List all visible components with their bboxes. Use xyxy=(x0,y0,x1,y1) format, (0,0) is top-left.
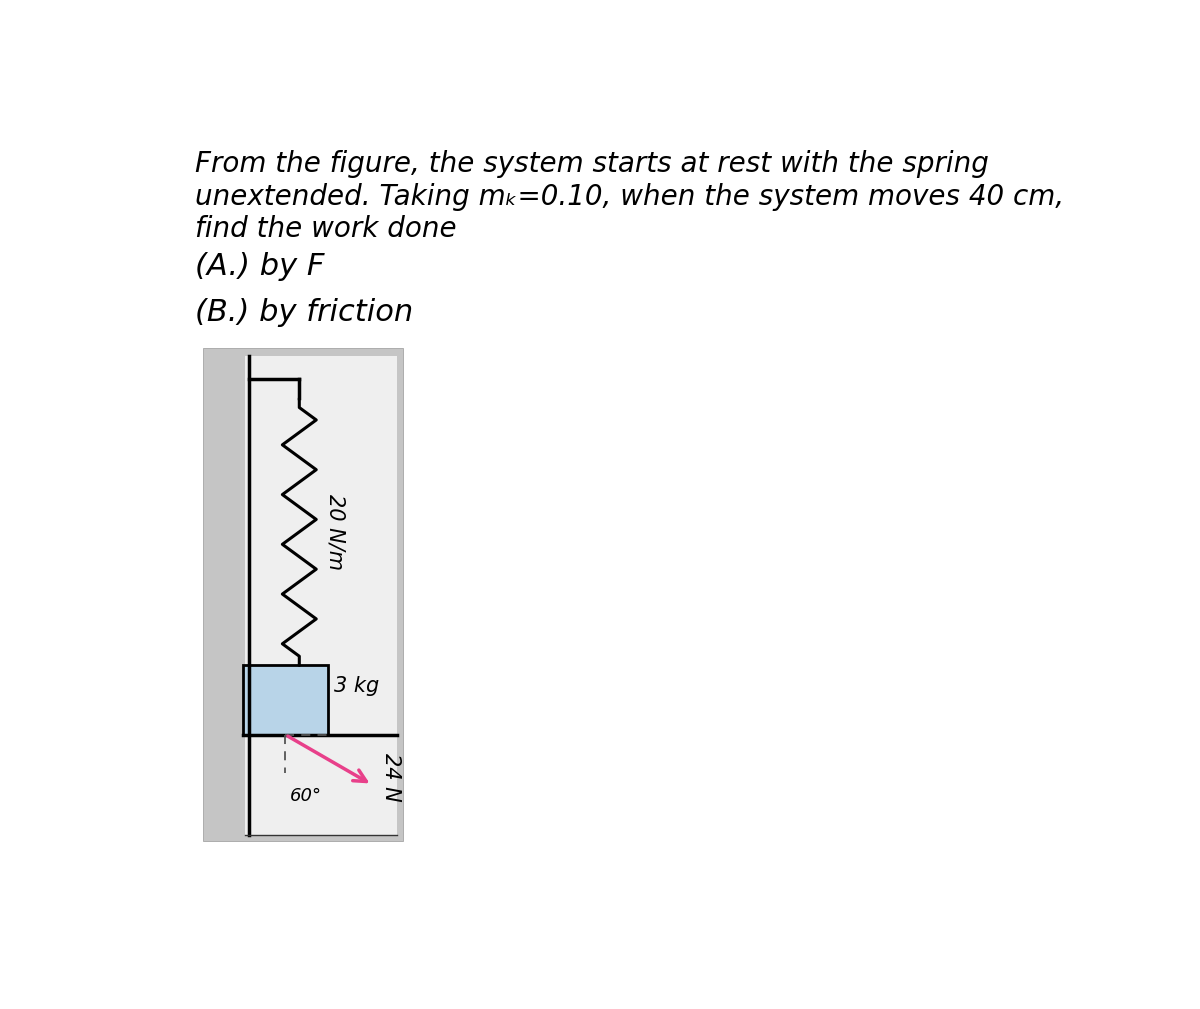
Text: (A.) by F: (A.) by F xyxy=(196,252,325,281)
Text: From the figure, the system starts at rest with the spring: From the figure, the system starts at re… xyxy=(196,150,989,179)
Bar xyxy=(244,666,328,735)
Text: 3 kg: 3 kg xyxy=(334,676,379,696)
Bar xyxy=(203,348,403,842)
Text: 20 N/m: 20 N/m xyxy=(325,493,346,570)
Text: 60°: 60° xyxy=(290,787,322,805)
Text: find the work done: find the work done xyxy=(196,215,457,243)
Bar xyxy=(246,356,397,834)
Text: (B.) by friction: (B.) by friction xyxy=(196,299,414,327)
Text: unextended. Taking mₖ=0.10, when the system moves 40 cm,: unextended. Taking mₖ=0.10, when the sys… xyxy=(196,183,1064,211)
Text: 24 N: 24 N xyxy=(382,753,401,801)
